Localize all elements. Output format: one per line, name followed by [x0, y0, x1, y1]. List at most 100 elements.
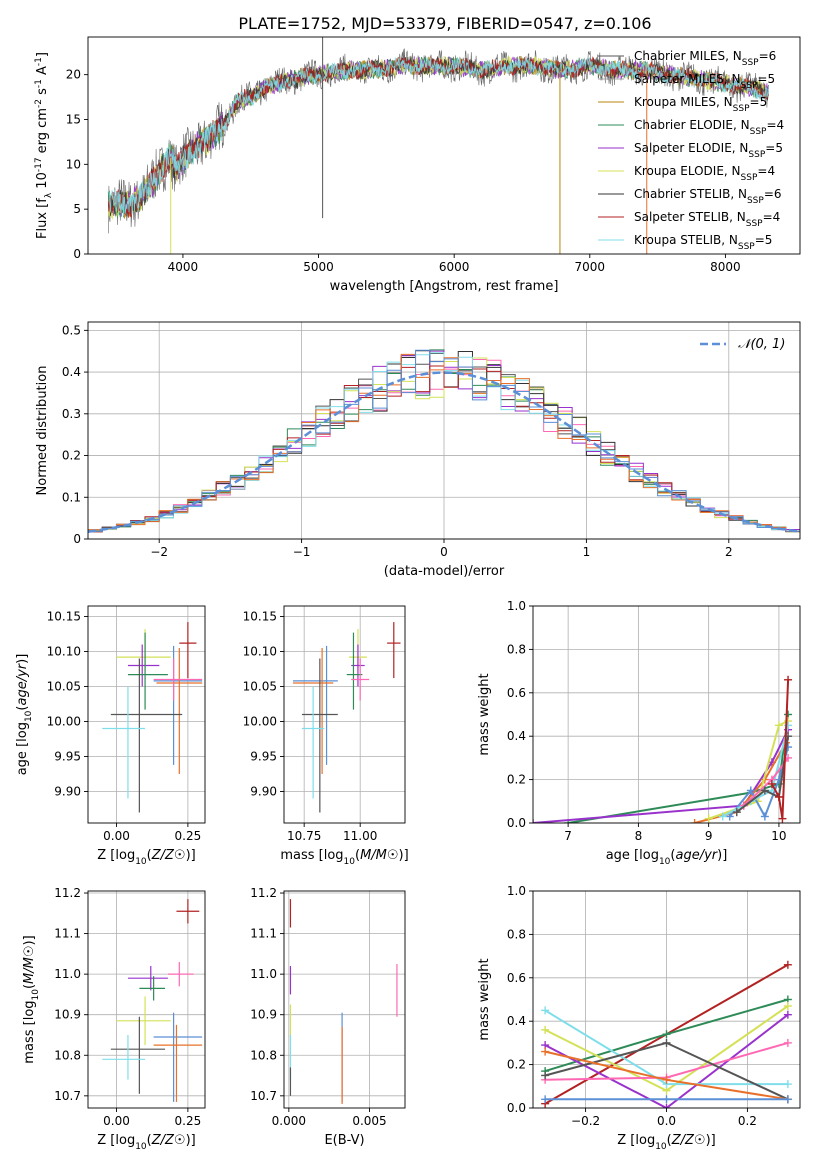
legend-label: Kroupa STELIB, NSSP=5: [634, 233, 772, 252]
weight-line: [567, 714, 790, 823]
errorbar-point: [102, 1034, 146, 1080]
label-part: SSP: [748, 150, 765, 160]
label-part: Normed distribution: [35, 366, 50, 496]
chart-mass_weight_vs_Z: −0.2 0.0 0.2 0.0 0.2 0.4 0.6 0.8 1.0 Z [log10(Z/Z…: [477, 884, 801, 1152]
y-tick-label: 11.0: [250, 967, 277, 981]
y-axis-label: mass weight: [477, 673, 492, 755]
label-part: )]: [186, 1133, 196, 1148]
y-tick-label: 15: [66, 112, 81, 126]
axes-frame: [283, 605, 406, 824]
x-tick-label: 6000: [439, 260, 470, 274]
y-tick-label: 10.05: [243, 680, 277, 694]
errorbar-point: [387, 622, 401, 679]
label-part: )]: [706, 1133, 716, 1148]
x-tick-label: −0.2: [571, 1114, 600, 1128]
y-tick-label: 9.95: [250, 750, 277, 764]
axes-frame: [87, 36, 801, 255]
label-part: SSP: [738, 242, 755, 252]
y-tick-label: 10.10: [47, 645, 81, 659]
y-tick-label: 0.2: [507, 1058, 526, 1072]
x-axis-label: wavelength [Angstrom, rest frame]: [330, 279, 559, 294]
axes-frame: [87, 605, 206, 824]
weight-series: [541, 1095, 792, 1104]
label-part: Salpeter STELIB, N: [634, 210, 746, 224]
label-part: Kroupa MILES, N: [634, 95, 733, 109]
y-tick-label: 0.8: [507, 927, 526, 941]
label-part: M/M☉: [360, 848, 398, 863]
errorbar-point: [301, 686, 325, 799]
label-part: SSP: [742, 58, 759, 68]
x-tick-label: 0.00: [103, 829, 130, 843]
x-tick-label: 0.000: [272, 1114, 306, 1128]
label-part: λ: [44, 192, 54, 198]
label-part: 10: [344, 857, 356, 867]
label-part: log: [635, 1133, 655, 1148]
errorbar-point: [153, 1012, 203, 1102]
x-tick-label: 11.00: [343, 829, 377, 843]
label-part: age [: [15, 742, 30, 775]
y-tick-label: 1.0: [507, 599, 526, 613]
y-tick-label: 9.90: [250, 785, 277, 799]
errorbar-point: [156, 648, 203, 774]
y-tick-label: 0.6: [507, 686, 526, 700]
chart-mass_vs_ebv: 0.000 0.005 10.7 10.8 10.9 11.0 11.1 11.2 E(B-V): [250, 886, 406, 1148]
label-part: 10: [31, 989, 41, 1001]
label-part: ]: [35, 52, 50, 57]
x-tick-label: 0.25: [175, 829, 202, 843]
label-part: Salpeter ELODIE, N: [634, 141, 748, 155]
label-part: f: [35, 198, 50, 203]
errorbar-point: [167, 961, 194, 987]
x-axis-label: Z [log10(Z/Z☉)]: [97, 848, 196, 867]
weight-series: [564, 710, 793, 823]
label-part: log: [15, 722, 30, 742]
label-part: 10: [135, 857, 147, 867]
legend-label: Chabrier STELIB, NSSP=6: [634, 187, 782, 206]
label-part: erg cm: [35, 108, 50, 157]
label-part: -1: [34, 79, 44, 88]
axes-frame: [87, 890, 206, 1109]
y-tick-label: 0.4: [507, 1014, 526, 1028]
y-tick-label: 10: [66, 157, 81, 171]
label-part: =4: [757, 164, 775, 178]
y-tick-label: 0: [73, 247, 81, 261]
x-axis-label: Z [log10(Z/Z☉)]: [617, 1133, 716, 1152]
label-part: SSP: [750, 127, 767, 137]
x-tick-label: 7: [564, 829, 572, 843]
label-part: M/M☉: [22, 945, 37, 983]
label-part: 10: [24, 710, 34, 722]
y-tick-label: 20: [66, 68, 81, 82]
plot-area: [107, 37, 769, 254]
figure-title: PLATE=1752, MJD=53379, FIBERID=0547, z=0…: [238, 14, 651, 33]
label-part: (: [670, 848, 675, 863]
x-tick-label: −2: [150, 545, 168, 559]
label-part: 10: [35, 172, 50, 193]
label-part: =6: [759, 49, 777, 63]
label-part: age [: [606, 848, 639, 863]
y-tick-label: 0.8: [507, 642, 526, 656]
chart-spectrum: 4000 5000 6000 7000 8000 0 5 10 15 20 wavelength […: [34, 36, 801, 294]
y-tick-label: 10.7: [54, 1089, 81, 1103]
errorbar-point: [127, 644, 160, 687]
label-part: =4: [766, 118, 784, 132]
y-tick-label: 0.4: [507, 729, 526, 743]
y-tick-label: 10.8: [250, 1048, 277, 1062]
normal-curve: [88, 371, 800, 533]
x-axis-label: Z [log10(Z/Z☉)]: [97, 1133, 196, 1152]
y-tick-label: 11.1: [54, 927, 81, 941]
x-axis-label: mass [log10(M/M☉)]: [280, 848, 408, 867]
y-tick-label: 9.95: [54, 750, 81, 764]
label-part: E(B-V): [324, 1133, 364, 1148]
label-part: Salpeter MILES, N: [634, 72, 741, 86]
label-part: Chabrier STELIB, N: [634, 187, 747, 201]
label-part: Z/Z☉: [151, 1133, 186, 1148]
y-tick-label: 0.3: [62, 407, 81, 421]
label-part: log: [324, 848, 344, 863]
x-axis-label: age [log10(age/yr)]: [606, 848, 728, 867]
weight-line: [533, 729, 789, 823]
errorbar-point: [153, 658, 203, 701]
y-tick-label: 10.15: [47, 610, 81, 624]
label-part: -17: [34, 157, 44, 172]
axes-frame: [283, 890, 406, 1109]
